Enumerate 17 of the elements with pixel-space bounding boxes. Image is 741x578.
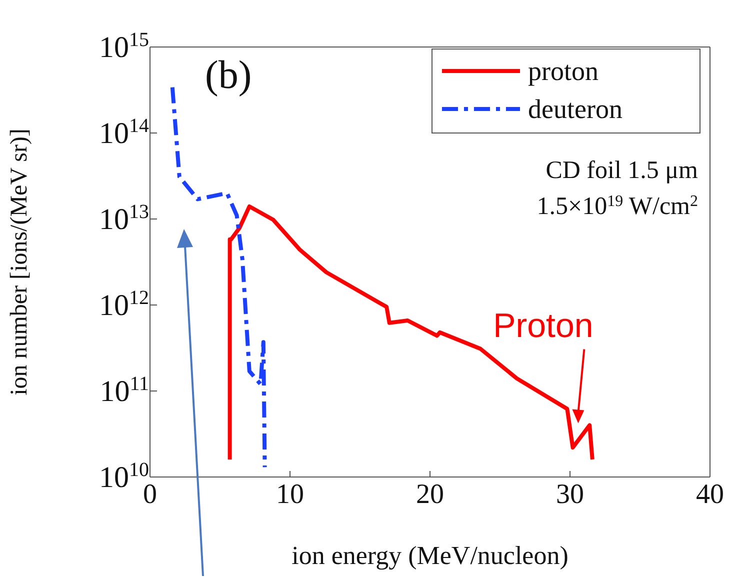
y-tick-label: 10$^{11}$ xyxy=(100,373,149,408)
x-tick-label: 30 xyxy=(556,479,584,510)
x-tick-label: 40 xyxy=(696,479,724,510)
y-axis-title: ion number [ions/(MeV sr)] xyxy=(6,128,33,396)
y-tick-label: 10$^{14}$ xyxy=(99,115,149,150)
x-axis-title: ion energy (MeV/nucleon) xyxy=(292,541,568,570)
legend-label: proton xyxy=(528,56,599,86)
annotation: 1.5×10$^{19}$ W/cm$^{2}$ xyxy=(536,192,698,220)
x-tick-label: 20 xyxy=(416,479,444,510)
y-tick-label: 10$^{13}$ xyxy=(99,201,149,236)
annotation: Proton xyxy=(493,307,594,346)
annotation: CD foil 1.5 μm xyxy=(546,157,699,184)
x-tick-label: 10 xyxy=(276,479,304,510)
legend-label: deuteron xyxy=(528,94,623,124)
annotation: (b) xyxy=(205,52,252,97)
y-tick-label: 10$^{12}$ xyxy=(99,287,149,322)
y-tick-label: 10$^{15}$ xyxy=(99,29,149,64)
